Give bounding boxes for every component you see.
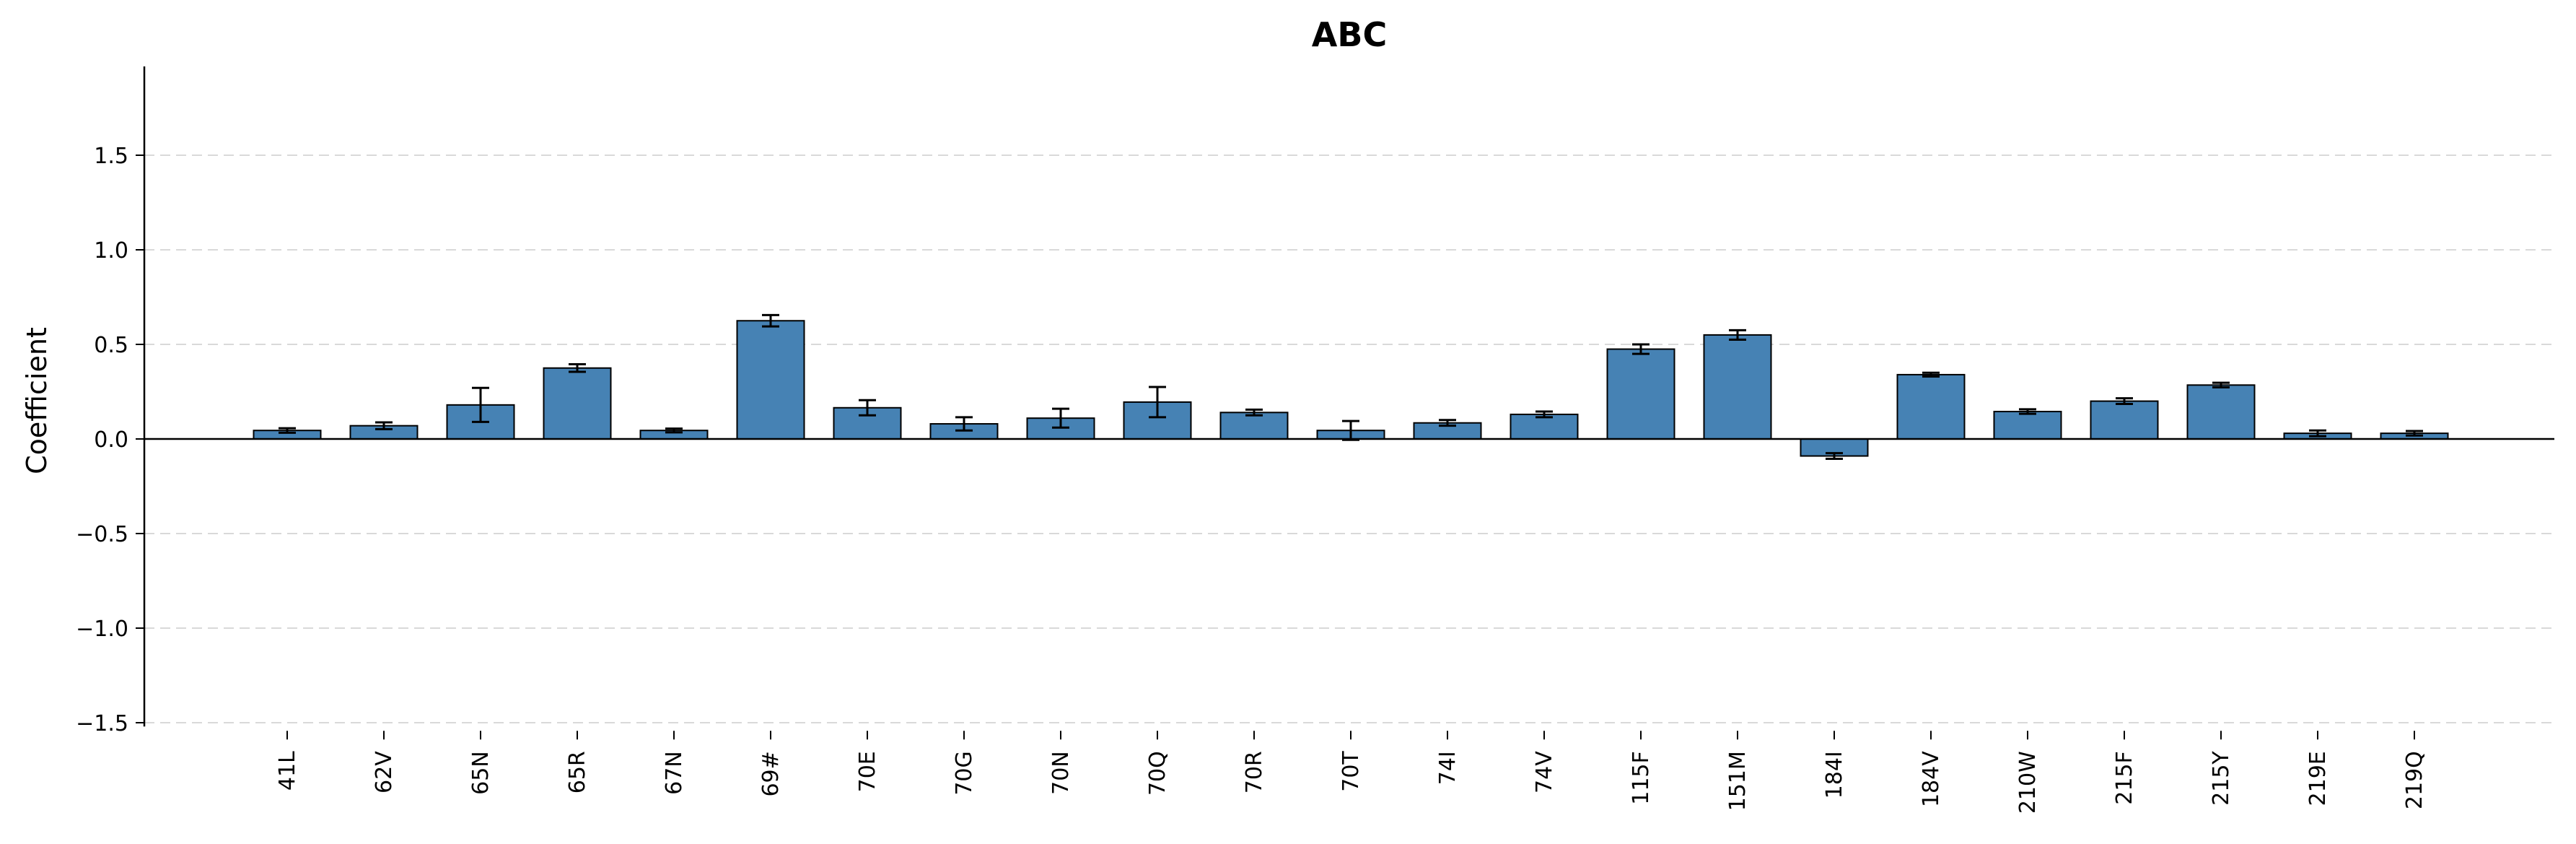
- x-tick-label: 115F: [1629, 751, 1654, 805]
- x-tick-label: 70N: [1048, 751, 1074, 795]
- bar: [1219, 412, 1289, 440]
- bar: [2186, 384, 2256, 440]
- chart-title: ABC: [1312, 15, 1387, 54]
- y-axis-label: Coefficient: [21, 327, 53, 474]
- x-tick-label: 70T: [1339, 751, 1364, 792]
- y-tick-label: 0.0: [94, 427, 128, 453]
- x-tick-label: 74I: [1435, 751, 1460, 785]
- x-tick-label: 65N: [468, 751, 494, 795]
- x-tick-label: 184V: [1919, 751, 1944, 807]
- bar: [1896, 373, 1966, 440]
- y-tick-label: 1.5: [94, 144, 128, 169]
- x-tick-label: 70G: [952, 751, 977, 795]
- x-tick-label: 74V: [1532, 751, 1557, 793]
- x-tick-label: 65R: [565, 751, 590, 793]
- bar: [1703, 334, 1772, 440]
- x-tick-label: 70Q: [1145, 751, 1170, 796]
- x-tick-label: 67N: [662, 751, 687, 795]
- x-tick-label: 210W: [2015, 751, 2041, 814]
- bar: [1606, 348, 1675, 440]
- bar: [2090, 400, 2159, 440]
- x-tick-label: 151M: [1725, 751, 1751, 811]
- bar: [1993, 411, 2062, 440]
- x-tick-label: 69#: [758, 751, 784, 796]
- x-tick-label: 219E: [2305, 751, 2331, 806]
- axes: [136, 66, 2554, 740]
- x-tick-label: 70R: [1242, 751, 1267, 793]
- y-tick-label: 1.0: [94, 238, 128, 264]
- bar: [543, 367, 612, 440]
- x-tick-label: 215Y: [2209, 751, 2234, 806]
- bar: [1510, 413, 1579, 440]
- y-tick-label: −1.5: [76, 711, 128, 736]
- bars: [253, 313, 2449, 461]
- gridlines: [144, 155, 2554, 723]
- x-tick-label: 62V: [372, 751, 397, 793]
- x-tick-label: 70E: [855, 751, 880, 792]
- x-tick-labels: 41L 62V 65N 65R 67N 69# 70E 70G 70N 70Q 70R 70T 74I 7…: [275, 751, 2427, 814]
- y-tick-label: −0.5: [76, 522, 128, 547]
- x-tick-label: 219Q: [2402, 751, 2427, 809]
- y-tick-labels: −1.5 −1.0 −0.5 0.0 0.5 1.0 1.5: [76, 144, 128, 736]
- x-tick-label: 215F: [2112, 751, 2137, 805]
- x-tick-label: 184I: [1822, 751, 1847, 799]
- y-tick-label: 0.5: [94, 333, 128, 358]
- x-tick-label: 41L: [275, 751, 300, 791]
- y-tick-label: −1.0: [76, 617, 128, 642]
- bar: [736, 320, 805, 440]
